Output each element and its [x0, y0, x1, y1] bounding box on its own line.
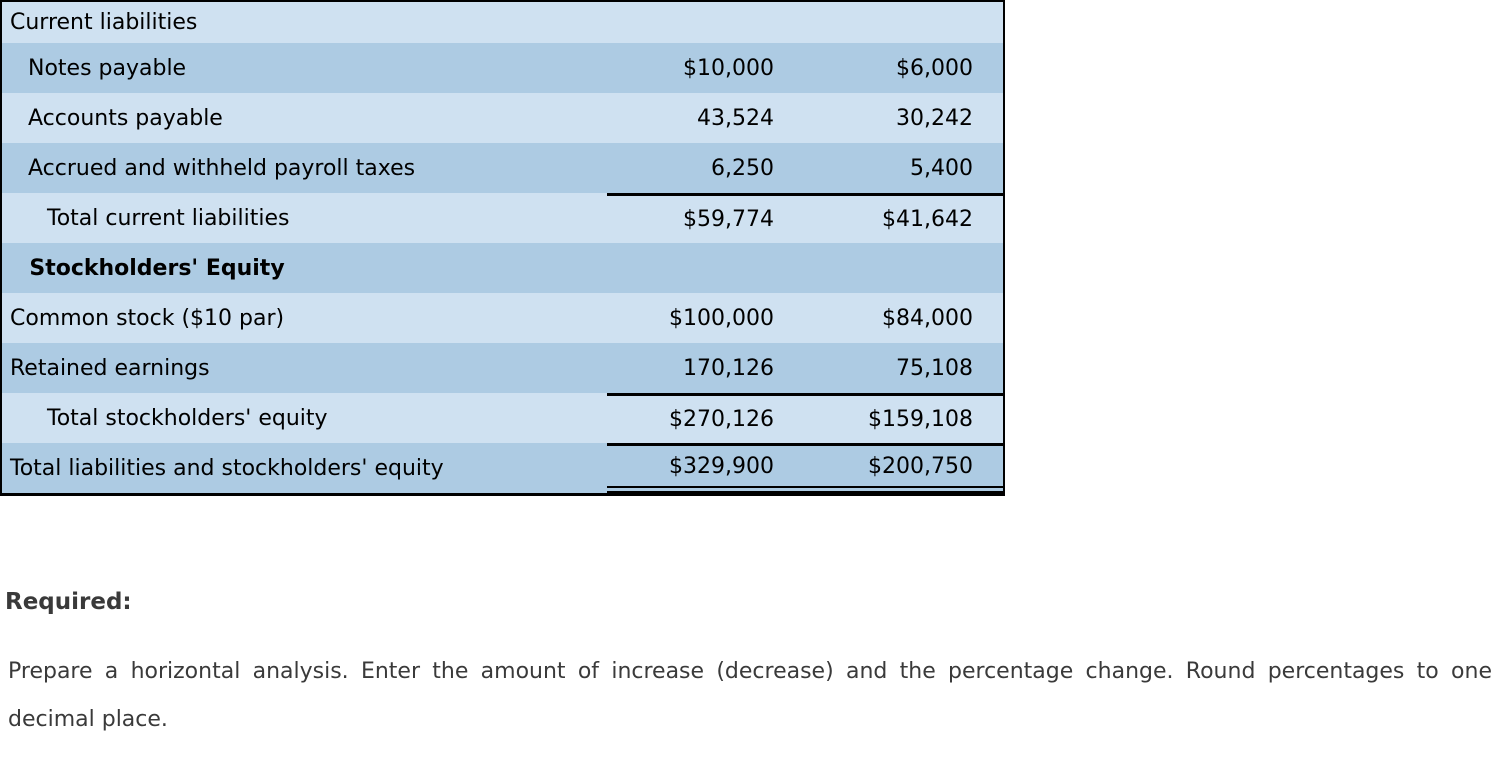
row-label: Total liabilities and stockholders' equi…	[10, 455, 444, 481]
amount-col2	[497, 243, 1003, 293]
row-amounts: $10,000 $6,000	[607, 43, 1003, 93]
table-row: Notes payable $10,000 $6,000	[2, 43, 1003, 93]
amount-col1: 170,126	[683, 355, 774, 381]
row-amounts: 170,126 75,108	[607, 343, 1003, 393]
amount-col2	[792, 2, 1003, 43]
row-amounts: 6,250 5,400	[607, 143, 1003, 193]
row-label: Common stock ($10 par)	[10, 305, 285, 331]
table-row: Current liabilities	[2, 2, 1003, 43]
amount-col2: $6,000	[896, 55, 973, 81]
amount-col1: $329,900	[669, 453, 774, 479]
row-label: Total current liabilities	[47, 205, 290, 231]
amount-col1: $270,126	[669, 407, 774, 432]
amount-col1	[312, 243, 497, 293]
amount-col2: 75,108	[896, 355, 973, 381]
table-row: Total current liabilities $59,774 $41,642	[2, 193, 1003, 243]
required-heading: Required:	[5, 589, 132, 615]
table-row: Total liabilities and stockholders' equi…	[2, 443, 1003, 493]
table-row: Accounts payable 43,524 30,242	[2, 93, 1003, 143]
row-label: Current liabilities	[10, 10, 198, 35]
amount-col1: $100,000	[669, 305, 774, 331]
row-amounts: $59,774 $41,642	[607, 193, 1003, 243]
amount-col1: $10,000	[683, 55, 774, 81]
balance-sheet-table: Current liabilities Notes payable $10,000 $…	[0, 0, 1005, 496]
row-amounts: $270,126 $159,108	[607, 393, 1003, 443]
row-label: Accrued and withheld payroll taxes	[28, 155, 416, 181]
row-label: Retained earnings	[10, 355, 210, 381]
table-row: Common stock ($10 par) $100,000 $84,000	[2, 293, 1003, 343]
amount-col2: $159,108	[868, 407, 973, 432]
amount-col2: $200,750	[868, 453, 973, 479]
amount-col1: 6,250	[711, 155, 774, 181]
row-label: Total stockholders' equity	[47, 405, 328, 431]
amount-col1: 43,524	[697, 105, 774, 131]
table-row: Retained earnings 170,126 75,108	[2, 343, 1003, 393]
row-amounts	[607, 2, 1003, 43]
table-row: Accrued and withheld payroll taxes 6,250 5…	[2, 143, 1003, 193]
amount-col2: $41,642	[882, 207, 973, 232]
amount-col2: $84,000	[882, 305, 973, 331]
row-label: Accounts payable	[28, 105, 223, 131]
table-row-section-header: Stockholders' Equity	[2, 243, 1003, 293]
instructions-text: Prepare a horizontal analysis. Enter the…	[8, 659, 1492, 732]
amount-col2: 30,242	[896, 105, 973, 131]
row-label: Stockholders' Equity	[29, 255, 285, 281]
row-amounts: 43,524 30,242	[607, 93, 1003, 143]
row-amounts: $100,000 $84,000	[607, 293, 1003, 343]
row-amounts: $329,900 $200,750	[607, 443, 1003, 493]
amount-col1: $59,774	[683, 207, 774, 232]
amount-col1	[607, 2, 792, 43]
row-amounts	[312, 243, 1003, 293]
amount-col2: 5,400	[910, 155, 973, 181]
row-label: Notes payable	[28, 55, 187, 81]
table-row: Total stockholders' equity $270,126 $159,1…	[2, 393, 1003, 443]
